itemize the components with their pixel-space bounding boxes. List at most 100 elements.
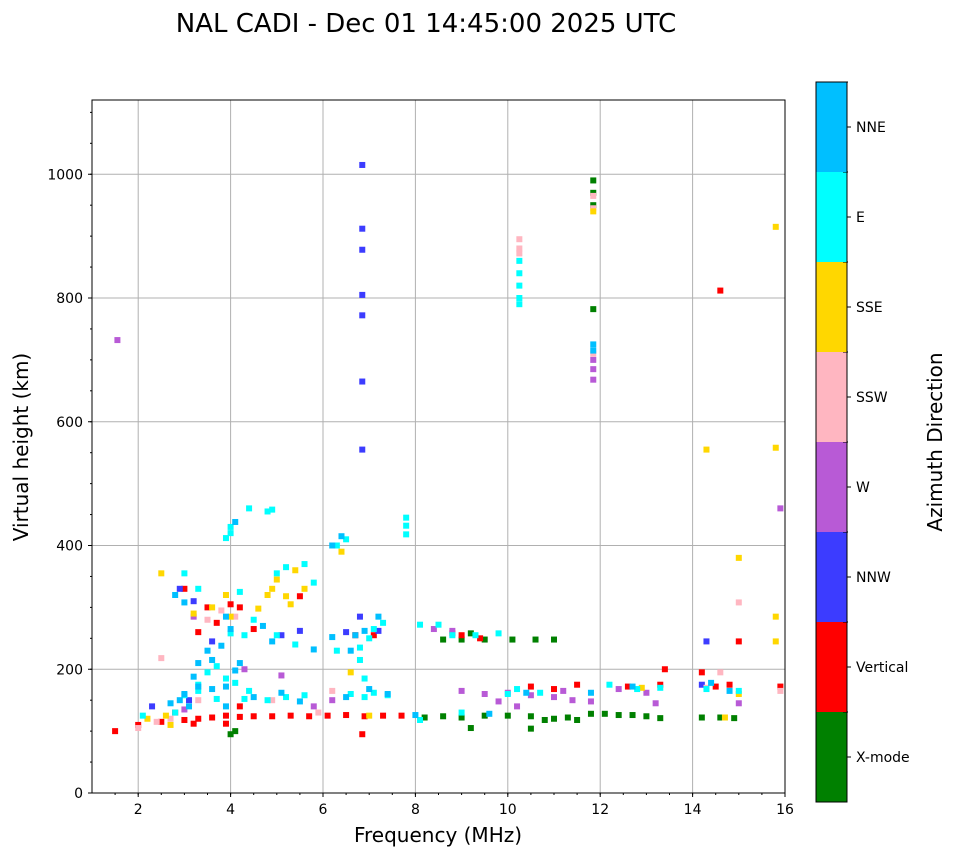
colorbar-label: NNE [856, 120, 886, 136]
data-point-vertical [735, 638, 742, 645]
colorbar-segment [816, 82, 847, 172]
y-tick-label: 600 [56, 415, 83, 431]
data-point-nnw [190, 598, 197, 605]
data-point-w [551, 694, 557, 701]
data-point-e [403, 531, 410, 538]
data-point-nne [195, 683, 202, 690]
data-point-e [292, 641, 299, 648]
y-tick-label: 1000 [47, 167, 83, 183]
data-point-e [246, 505, 253, 512]
data-point-nne [232, 518, 239, 525]
data-point-nne [629, 683, 636, 690]
data-point-nne [209, 686, 216, 693]
data-point-vertical [204, 604, 211, 611]
data-point-sse [255, 605, 262, 612]
data-point-nne [590, 341, 597, 348]
data-point-vertical [236, 604, 243, 611]
data-point-e [264, 697, 271, 704]
data-point-sse [735, 691, 742, 697]
data-point-e [361, 675, 368, 682]
data-point-e [181, 570, 188, 577]
data-point-nnw [356, 613, 363, 620]
data-point-x-mode [657, 715, 664, 722]
data-point-e [333, 647, 340, 654]
data-point-nne [181, 599, 188, 606]
data-point-ssw [167, 715, 174, 722]
data-point-x-mode [601, 710, 608, 717]
data-point-nne [412, 712, 419, 719]
data-point-e [516, 301, 523, 308]
data-point-vertical [236, 713, 243, 720]
colorbar: X-mode Vertical NNW W SSW SSE E NNE [816, 81, 910, 802]
data-point-w [652, 700, 659, 707]
data-point-sse [287, 601, 294, 608]
data-point-vertical [698, 669, 705, 676]
data-point-x-mode [551, 715, 557, 722]
data-point-ssw [735, 599, 742, 606]
data-point-x-mode [615, 712, 622, 719]
data-point-sse [167, 721, 174, 728]
data-point-vertical [250, 626, 257, 633]
data-point-x-mode [731, 715, 738, 722]
data-point-w [590, 366, 597, 373]
y-tick-label: 200 [56, 662, 83, 678]
data-point-x-mode [541, 716, 548, 723]
data-point-w [449, 627, 456, 634]
x-tick-label: 8 [411, 802, 420, 818]
data-point-x-mode [532, 636, 539, 643]
y-axis-label: Virtual height (km) [9, 353, 33, 542]
data-point-w [278, 672, 285, 679]
data-point-sse [366, 712, 373, 719]
data-point-sse [638, 684, 645, 691]
data-point-e [269, 506, 276, 513]
data-point-x-mode [590, 202, 597, 209]
data-point-nne [176, 697, 183, 704]
data-point-ssw [204, 616, 211, 623]
data-point-vertical [361, 713, 368, 720]
data-point-nne [296, 698, 303, 705]
data-point-ssw [329, 687, 336, 694]
data-point-e [301, 561, 308, 568]
data-point-w [514, 703, 521, 710]
data-point-nne [222, 613, 229, 620]
data-point-e [634, 686, 641, 693]
data-point-x-mode [481, 636, 488, 643]
data-point-nnw [359, 291, 366, 298]
colorbar-segment [816, 172, 847, 262]
data-point-nne [486, 710, 493, 717]
data-point-w [190, 613, 197, 620]
data-point-e [417, 621, 424, 628]
data-point-e [195, 687, 202, 694]
data-point-vertical [657, 681, 664, 688]
data-point-sse [264, 592, 271, 598]
data-point-sse [158, 570, 165, 577]
data-point-vertical [222, 720, 229, 727]
data-point-nnw [149, 703, 156, 710]
data-point-vertical [624, 683, 631, 690]
data-point-vertical [250, 713, 257, 720]
data-point-nne [167, 700, 174, 707]
data-point-nne [278, 689, 285, 696]
data-point-sse [209, 604, 216, 611]
data-point-e [283, 694, 290, 701]
colorbar-label: Vertical [856, 660, 908, 676]
data-point-e [213, 663, 220, 670]
data-point-e [222, 675, 229, 682]
data-point-e [139, 712, 146, 719]
data-point-vertical [209, 714, 216, 721]
data-point-nne [590, 347, 597, 354]
data-point-w [329, 697, 336, 704]
data-point-ssw [218, 607, 225, 614]
data-point-w [777, 505, 784, 512]
data-point-x-mode [509, 636, 516, 643]
data-point-nne [366, 686, 373, 693]
data-point-e [537, 689, 544, 696]
data-point-e [735, 687, 742, 694]
data-point-x-mode [551, 636, 557, 643]
data-point-vertical [158, 718, 165, 725]
data-point-e [213, 695, 220, 702]
data-point-e [361, 694, 368, 701]
data-point-w [241, 666, 248, 673]
data-point-e [310, 579, 317, 586]
data-point-vertical [477, 635, 484, 642]
